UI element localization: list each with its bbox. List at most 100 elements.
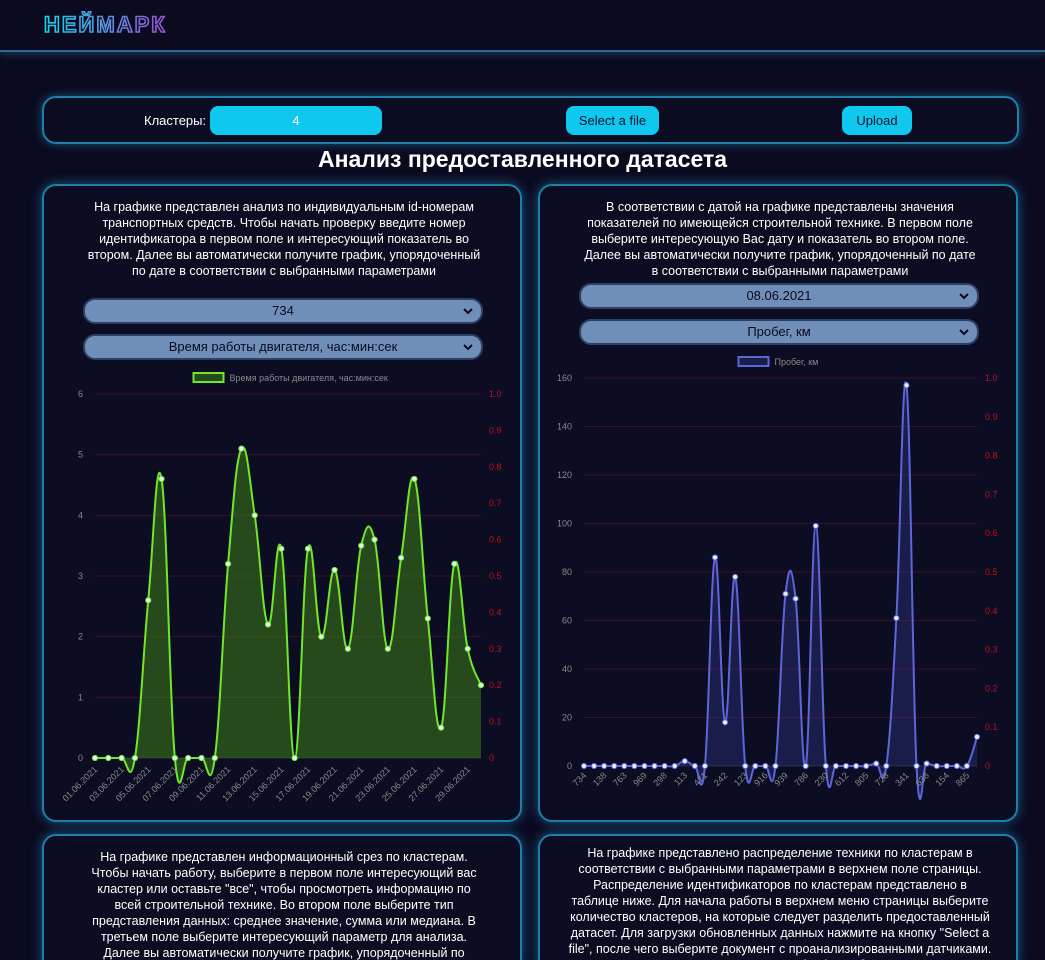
data-point: [331, 566, 338, 574]
select-value: Время работы двигателя, час:мин:сек: [168, 339, 398, 354]
data-point: [812, 522, 819, 530]
clusters-input[interactable]: [210, 106, 382, 135]
y2-tick-label: 0: [489, 753, 494, 763]
engine-time-chart: 0 1 2 3 4 5 6 0 0.1 0.2 0.3 0.4 0.5 0.6 0.7 0.8 0.9 1.0 Вр…: [60, 372, 502, 803]
y-tick-label: 6: [78, 389, 83, 399]
top-bar: НЕЙМАРК: [0, 0, 1045, 52]
card-description: На графике представлено распределение те…: [568, 846, 992, 960]
data-point: [681, 758, 688, 765]
data-point: [711, 554, 719, 561]
data-point: [661, 762, 668, 770]
data-point: [105, 754, 112, 762]
y2-tick-label: 0.7: [985, 489, 998, 499]
x-tick-label: 763: [611, 770, 629, 788]
data-point: [832, 762, 840, 770]
data-point: [171, 754, 178, 762]
x-tick-label: 242: [712, 770, 730, 788]
y-tick-label: 40: [562, 664, 572, 674]
series-area: [584, 382, 977, 800]
select-file-button[interactable]: Select a file: [566, 106, 659, 135]
y-tick-label: 160: [557, 373, 572, 383]
y2-tick-label: 0.3: [489, 644, 502, 654]
select-value: Пробег, км: [747, 324, 811, 339]
data-point: [963, 762, 971, 770]
y-tick-label: 5: [78, 450, 83, 460]
y-tick-label: 100: [557, 519, 572, 529]
legend-swatch: [737, 356, 770, 367]
y2-tick-label: 0.6: [489, 535, 502, 545]
cluster-distribution-card: На графике представлено распределение те…: [538, 834, 1018, 960]
data-point: [621, 762, 628, 770]
data-point: [953, 762, 960, 770]
data-point: [691, 762, 698, 770]
x-tick-label: 734: [571, 770, 589, 788]
x-tick-label: 805: [853, 770, 871, 788]
controls-panel: Кластеры: Select a file Upload: [42, 96, 1019, 144]
data-point: [91, 754, 99, 762]
chevron-down-icon: [463, 344, 473, 351]
data-point: [198, 754, 205, 762]
vehicle-analysis-card: На графике представлен анализ по индивид…: [42, 184, 522, 822]
y-tick-label: 2: [78, 632, 83, 642]
data-point: [118, 754, 125, 762]
x-tick-label: 612: [833, 770, 851, 788]
data-point: [852, 762, 860, 770]
data-point: [318, 633, 325, 640]
data-point: [671, 762, 678, 770]
x-tick-label: 113: [672, 770, 689, 787]
data-point: [893, 614, 900, 622]
upload-button[interactable]: Upload: [842, 106, 912, 135]
data-point: [732, 573, 739, 580]
data-point: [772, 762, 779, 770]
y-tick-label: 3: [78, 571, 83, 581]
y2-tick-label: 0.2: [489, 680, 502, 690]
clusters-label: Кластеры:: [144, 113, 207, 128]
data-point: [358, 542, 365, 549]
data-point: [701, 762, 709, 770]
legend: Пробег, км: [737, 356, 819, 367]
logo[interactable]: НЕЙМАРК: [44, 10, 214, 40]
metric-select[interactable]: Время работы двигателя, час:мин:сек: [83, 334, 483, 360]
data-point: [398, 554, 405, 561]
data-point: [601, 762, 608, 770]
y-tick-label: 120: [557, 470, 572, 480]
data-point: [802, 762, 809, 770]
data-point: [158, 475, 165, 483]
y2-tick-label: 0.5: [489, 571, 502, 581]
data-point: [580, 762, 588, 770]
data-point: [873, 760, 880, 767]
y2-tick-label: 0.1: [985, 722, 998, 732]
y2-tick-label: 0.1: [489, 717, 502, 727]
y2-tick-label: 0.4: [985, 606, 998, 616]
data-point: [883, 762, 890, 770]
data-point: [822, 762, 829, 770]
data-point: [451, 560, 458, 567]
data-point: [291, 754, 298, 762]
y-tick-label: 4: [78, 510, 83, 520]
y2-tick-label: 0.4: [489, 607, 502, 617]
data-point: [131, 754, 139, 762]
x-tick-label: 916: [752, 770, 770, 788]
vehicle-id-select[interactable]: 734: [83, 298, 483, 324]
page-title: Анализ предоставленного датасета: [317, 146, 728, 172]
data-point: [923, 760, 930, 767]
y-tick-label: 80: [562, 567, 572, 577]
data-point: [752, 762, 759, 770]
legend-label: Пробег, км: [775, 357, 819, 367]
y2-tick-label: 0.2: [985, 683, 998, 693]
chevron-down-icon: [959, 329, 969, 336]
data-point: [278, 545, 285, 552]
data-point: [943, 762, 950, 770]
data-point: [611, 762, 618, 770]
x-tick-label: 471: [692, 770, 710, 788]
data-point: [251, 512, 258, 519]
date-select[interactable]: 08.06.2021: [579, 283, 979, 309]
data-point: [464, 645, 471, 652]
y2-tick-label: 0.9: [489, 425, 502, 435]
y2-tick-label: 0.9: [985, 412, 998, 422]
metric-select[interactable]: Пробег, км: [579, 319, 979, 345]
y-tick-label: 60: [562, 616, 572, 626]
data-point: [384, 645, 391, 652]
logo-text: НЕЙМАРК: [44, 12, 167, 37]
y2-tick-label: 0.8: [489, 462, 502, 472]
